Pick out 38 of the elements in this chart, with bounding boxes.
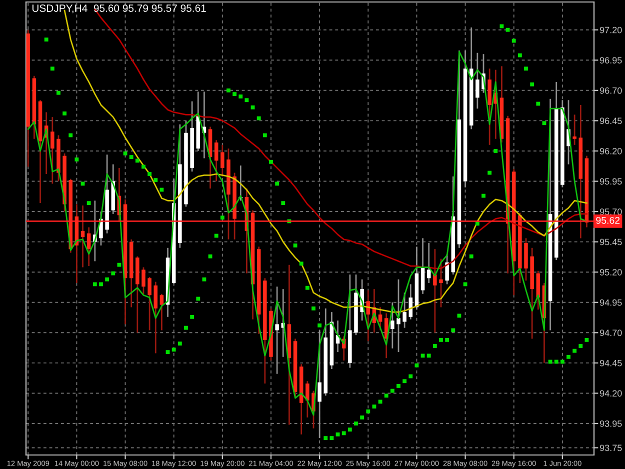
y-tick-label: 93.75	[600, 444, 622, 452]
candlestick	[160, 293, 164, 331]
candlestick	[433, 248, 437, 334]
y-tick-label: 94.95	[600, 299, 622, 306]
candlestick	[439, 258, 443, 308]
candlestick	[148, 276, 152, 331]
candlestick	[275, 286, 279, 375]
y-tick-label: 94.70	[600, 330, 622, 336]
candlestick	[220, 144, 224, 178]
candlestick	[476, 52, 480, 110]
y-tick-label: 96.70	[600, 87, 622, 94]
y-tick-label: 96.95	[600, 57, 622, 64]
candlestick	[390, 302, 394, 350]
y-tick-label: 93.95	[600, 420, 622, 427]
y-tick-label: 95.45	[600, 238, 622, 246]
candlestick	[426, 242, 431, 284]
y-tick-label: 95.95	[600, 178, 622, 185]
candlestick	[445, 253, 449, 285]
candlestick	[50, 116, 54, 184]
ref-line-label: 95.62	[596, 216, 620, 224]
y-tick-label: 96.20	[600, 148, 622, 154]
candlestick	[154, 281, 158, 354]
candlestick	[402, 292, 406, 329]
y-tick-label: 97.20	[600, 26, 622, 34]
candlestick	[86, 226, 91, 267]
candlestick	[378, 306, 382, 331]
candlestick	[306, 380, 310, 418]
candlestick	[318, 330, 322, 439]
candlestick	[142, 266, 146, 295]
chart-title: USDJPY,H4 95.60 95.79 95.57 95.61	[32, 4, 206, 14]
candlestick	[420, 237, 425, 295]
y-tick-label: 94.20	[600, 390, 622, 397]
candlestick	[214, 139, 218, 182]
y-tick-label: 95.20	[600, 269, 622, 276]
y-tick-label: 96.45	[600, 118, 622, 124]
candlestick	[572, 114, 576, 146]
candlestick	[396, 278, 400, 353]
y-tick-label: 94.45	[600, 360, 622, 366]
